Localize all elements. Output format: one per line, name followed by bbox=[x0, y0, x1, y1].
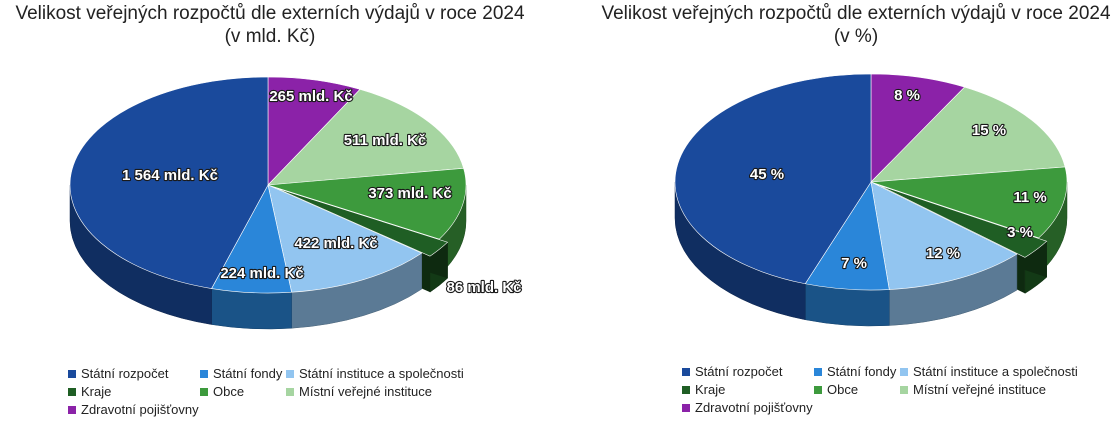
pie-data-label: 265 mld. Kč bbox=[269, 88, 352, 105]
legend-swatch bbox=[814, 367, 822, 376]
pie-slice bbox=[870, 86, 1066, 183]
pie-data-label: 373 mld. Kč bbox=[368, 185, 451, 202]
legend-item: Kraje bbox=[682, 382, 725, 397]
legend-swatch bbox=[68, 387, 76, 396]
pie-slice bbox=[69, 76, 269, 289]
legend-label: Státní rozpočet bbox=[695, 364, 783, 379]
legend-item: Obce bbox=[814, 382, 858, 397]
legend-swatch bbox=[900, 367, 908, 376]
pie-slice bbox=[878, 184, 1048, 258]
legend-label: Místní veřejné instituce bbox=[913, 382, 1046, 397]
legend-item: Státní fondy bbox=[200, 366, 282, 381]
legend-item: Státní instituce a společnosti bbox=[900, 364, 1078, 379]
legend-label: Státní instituce a společnosti bbox=[299, 366, 464, 381]
legend-label: Státní instituce a společnosti bbox=[913, 364, 1078, 379]
pie-data-label: 15 % bbox=[972, 122, 1006, 139]
pie-data-label: 86 mld. Kč bbox=[446, 279, 521, 296]
pie-data-label: 45 % bbox=[750, 166, 784, 183]
legend-swatch bbox=[682, 385, 690, 394]
legend-swatch bbox=[68, 369, 76, 378]
legend-label: Kraje bbox=[695, 382, 726, 397]
pie-slice bbox=[870, 181, 1018, 290]
chart-title-line: Velikost veřejných rozpočtů dle externíc… bbox=[15, 3, 525, 24]
legend-swatch bbox=[682, 403, 690, 412]
legend-label: Zdravotní pojišťovny bbox=[81, 402, 199, 417]
legend-label: Státní rozpočet bbox=[81, 366, 169, 381]
chart-title-line: Velikost veřejných rozpočtů dle externíc… bbox=[601, 3, 1111, 24]
chart-subtitle: (v %) bbox=[833, 26, 879, 47]
legend-item: Státní fondy bbox=[814, 364, 896, 379]
pie-slice bbox=[267, 76, 361, 186]
legend-item: Místní veřejné instituce bbox=[286, 384, 432, 399]
legend-label: Státní fondy bbox=[827, 364, 897, 379]
pie-chart-amounts: 265 mld. Kč 511 mld. Kč 373 mld. Kč 86 mld.… bbox=[69, 76, 523, 330]
legend-swatch bbox=[286, 369, 294, 378]
pie-data-label: 422 mld. Kč bbox=[294, 235, 377, 252]
chart-right: Velikost veřejných rozpočtů dle externíc… bbox=[596, 0, 1116, 421]
legend-swatch bbox=[200, 369, 208, 378]
pie-slice bbox=[870, 73, 966, 183]
chart-title: Velikost veřejných rozpočtů dle externíc… bbox=[596, 2, 1116, 48]
pie-slice bbox=[870, 166, 1068, 239]
pie-data-label: 3 % bbox=[1007, 224, 1033, 241]
legend-item: Obce bbox=[200, 384, 244, 399]
pie-slice bbox=[267, 89, 465, 186]
pie-slice bbox=[276, 187, 449, 257]
legend-item: Zdravotní pojišťovny bbox=[68, 402, 199, 417]
legend-item: Státní instituce a společnosti bbox=[286, 366, 464, 381]
legend-label: Kraje bbox=[81, 384, 112, 399]
pie-slice bbox=[674, 73, 872, 285]
legend-item: Kraje bbox=[68, 384, 111, 399]
legend-item: Státní rozpočet bbox=[682, 364, 782, 379]
pie-data-label: 11 % bbox=[1013, 189, 1046, 206]
pie-slice-side bbox=[211, 288, 292, 330]
legend-item: Místní veřejné instituce bbox=[900, 382, 1046, 397]
pie-slice bbox=[267, 167, 467, 240]
pie-data-label: 12 % bbox=[926, 245, 960, 262]
legend-swatch bbox=[200, 387, 208, 396]
legend-label: Státní fondy bbox=[213, 366, 283, 381]
pie-data-label: 8 % bbox=[894, 87, 920, 104]
legend-swatch bbox=[286, 387, 294, 396]
legend-label: Místní veřejné instituce bbox=[299, 384, 432, 399]
legend-item: Zdravotní pojišťovny bbox=[682, 400, 813, 415]
legend-label: Obce bbox=[213, 384, 245, 399]
pie-slice bbox=[267, 184, 423, 293]
legend-label: Zdravotní pojišťovny bbox=[695, 400, 813, 415]
pie-data-label: 511 mld. Kč bbox=[344, 132, 427, 149]
legend-item: Státní rozpočet bbox=[68, 366, 168, 381]
chart-title: Velikost veřejných rozpočtů dle externíc… bbox=[0, 2, 540, 48]
legend-swatch bbox=[682, 367, 690, 376]
chart-subtitle: (v mld. Kč) bbox=[224, 26, 316, 47]
legend-label: Obce bbox=[827, 382, 859, 397]
chart-left: Velikost veřejných rozpočtů dle externíc… bbox=[0, 0, 540, 421]
pie-data-label: 7 % bbox=[841, 255, 867, 272]
pie-data-label: 224 mld. Kč bbox=[220, 265, 303, 282]
pie-data-label: 1 564 mld. Kč bbox=[122, 167, 218, 184]
legend-swatch bbox=[900, 385, 908, 394]
pie-chart-percent: 8 % 15 % 11 % 3 % 12 % 7 % 45 % bbox=[674, 73, 1068, 327]
legend-swatch bbox=[814, 385, 822, 394]
legend-swatch bbox=[68, 405, 76, 414]
